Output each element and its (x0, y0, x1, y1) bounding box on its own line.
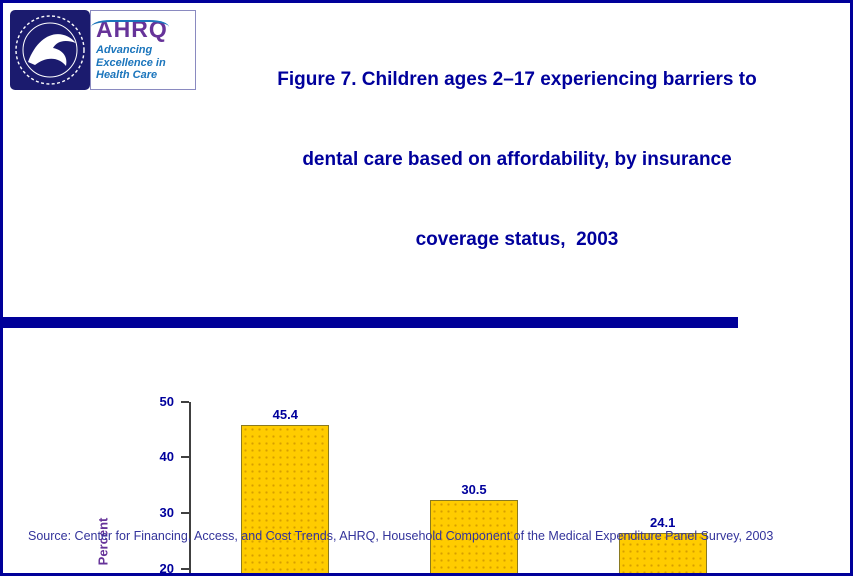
y-tick-label: 50 (159, 393, 174, 409)
y-axis-ticks: 01020304050 (139, 394, 189, 576)
plot-area: 45.4 30.5 24.1 (189, 401, 757, 573)
ahrq-tagline-line: Advancing (96, 44, 153, 57)
y-tick-label: 30 (159, 505, 174, 521)
header: AHRQ Advancing Excellence in Health Care… (3, 3, 850, 307)
ahrq-tagline-line: Excellence in (96, 56, 166, 69)
bar-value-label: 45.4 (272, 406, 298, 422)
logo-group: AHRQ Advancing Excellence in Health Care (10, 10, 196, 90)
y-tick-label: 40 (159, 449, 174, 465)
bar-rect (618, 532, 707, 573)
bar-rect (241, 424, 330, 573)
ahrq-acronym: AHRQ (96, 16, 168, 43)
bar-group-uninsured: 24.1 (568, 402, 757, 573)
ahrq-logo: AHRQ Advancing Excellence in Health Care (90, 10, 196, 90)
ahrq-tagline: Advancing Excellence in Health Care (96, 44, 190, 82)
y-tick-label: 20 (159, 560, 174, 576)
bar-chart: Percent 01020304050 45.4 30.5 24.1 Pri (73, 394, 850, 573)
y-tick-mark (181, 567, 189, 570)
plot-outer: 01020304050 45.4 30.5 24.1 Private Publi… (160, 394, 757, 573)
y-tick-mark (181, 456, 189, 459)
source-note: Source: Center for Financing, Access, an… (28, 529, 774, 543)
bar-value-label: 30.5 (461, 482, 487, 498)
ahrq-tagline-line: Health Care (96, 69, 158, 82)
figure-title: Figure 7. Children ages 2–17 experiencin… (196, 10, 840, 307)
figure-title-line: Figure 7. Children ages 2–17 experiencin… (277, 69, 757, 91)
y-tick-mark (181, 512, 189, 515)
bar-value-label: 24.1 (650, 514, 676, 530)
title-divider-bar (3, 316, 738, 328)
bar-group-private: 45.4 (191, 402, 380, 573)
figure-title-line: coverage status, 2003 (415, 228, 619, 250)
bar-group-public-only: 30.5 (380, 402, 569, 573)
bar-rect (430, 500, 518, 573)
y-tick-mark (181, 400, 189, 403)
hhs-seal-icon (10, 10, 90, 90)
y-axis-title-box: Percent (73, 402, 133, 573)
figure-title-line: dental care based on affordability, by i… (302, 148, 732, 170)
